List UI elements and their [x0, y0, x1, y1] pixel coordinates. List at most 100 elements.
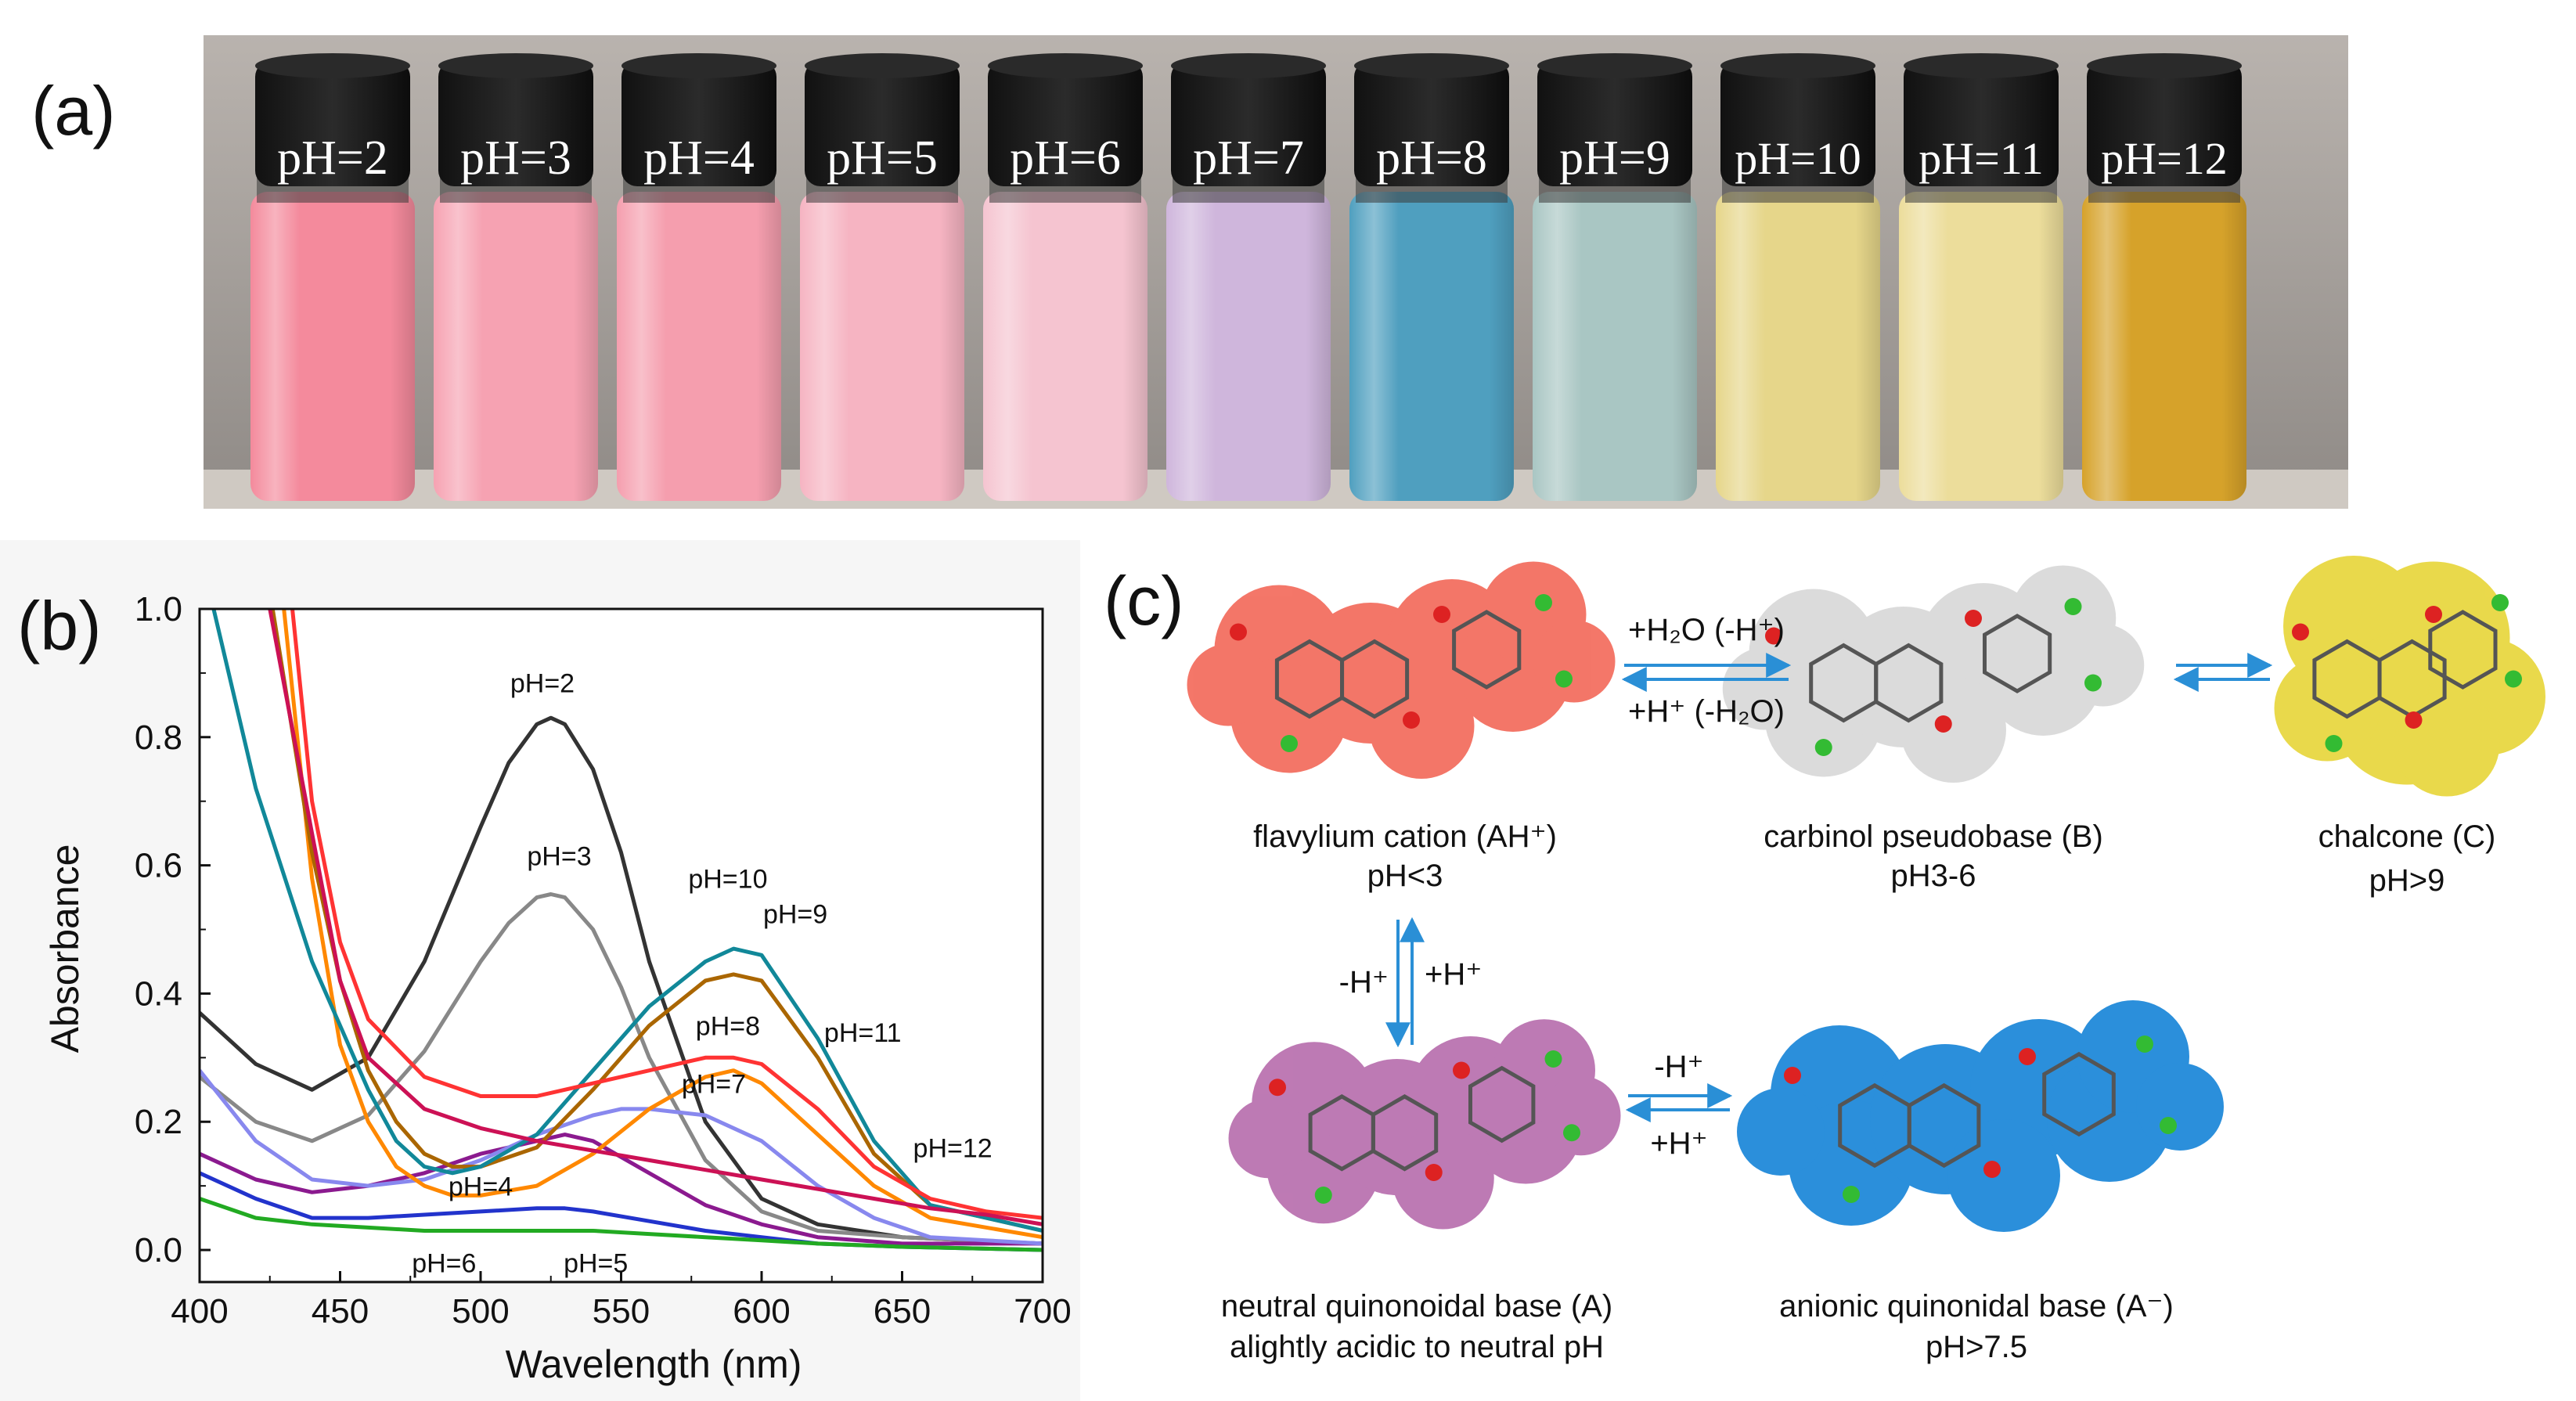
vial-cap-top	[621, 53, 776, 78]
neutral-quinonoidal-base-molecule	[1228, 1019, 1621, 1230]
arrow-label-a-aminus-forward: -H⁺	[1654, 1050, 1703, 1084]
series-annotation: pH=12	[913, 1133, 993, 1163]
surface-lobe	[2136, 1063, 2224, 1151]
y-tick-label: 0.0	[135, 1231, 182, 1270]
vial-glass-shine	[1349, 192, 1514, 501]
panel-b-absorbance-chart: (b) 400 450 500 550 600 650 700 0.0 0.2 0.4 0.6 0.8…	[0, 540, 1080, 1401]
species-name-neutral-base: neutral quinonoidal base (A)	[1221, 1289, 1612, 1324]
y-axis-label: Absorbance	[43, 845, 87, 1053]
series-line-ph-3	[200, 892, 1043, 1246]
vial-label: pH=12	[2101, 133, 2228, 184]
vial-cap	[1904, 61, 2059, 186]
equilibrium-arrow-ah-a	[1385, 917, 1425, 1048]
atom	[2084, 674, 2102, 692]
arrow-label-ah-a-down: -H⁺	[1339, 965, 1389, 999]
vial-ph-4: pH=4	[617, 53, 781, 501]
atom	[2019, 1048, 2036, 1065]
ring-bond	[1371, 1094, 1439, 1172]
vial-glass-shine	[800, 192, 964, 501]
ring-bond	[1983, 614, 2052, 693]
vial-label: pH=6	[1010, 131, 1121, 185]
arrow-label-ah-b-reverse: +H⁺ (-H₂O)	[1628, 694, 1785, 729]
atom	[1784, 1067, 1801, 1084]
vial-ph-6: pH=6	[983, 53, 1147, 501]
vial-cap	[1720, 61, 1875, 186]
series-annotation: pH=3	[527, 842, 591, 872]
equilibrium-arrow-b-c	[2173, 653, 2273, 692]
series-annotation: pH=6	[412, 1249, 476, 1279]
atom	[1965, 610, 1982, 627]
series-annotation: pH=4	[449, 1172, 513, 1201]
vial-cap	[988, 61, 1143, 186]
series-line-ph-10	[211, 609, 1043, 1233]
vial-cap	[1537, 61, 1692, 186]
ring-bond	[1874, 643, 1944, 723]
series-line-ph-2	[200, 715, 1043, 1246]
vial-cap-top	[1537, 53, 1692, 78]
ring-bond	[1452, 610, 1522, 690]
surface-lobe	[1392, 1127, 1494, 1230]
atom	[2505, 670, 2522, 688]
vial-glass-shine	[1899, 192, 2063, 501]
surface-lobe	[1368, 673, 1475, 779]
series-annotation: pH=5	[564, 1249, 628, 1279]
series-annotation: pH=9	[763, 899, 827, 929]
series-annotation: pH=11	[824, 1018, 902, 1048]
anionic-quinonoidal-base-molecule	[1737, 1000, 2224, 1232]
vial-ph-8: pH=8	[1349, 53, 1514, 501]
atom	[2160, 1117, 2177, 1134]
y-tick-label: 0.8	[135, 719, 182, 757]
surface-lobe	[1541, 1075, 1621, 1156]
vial-cap	[805, 61, 960, 186]
atom	[1983, 1161, 2001, 1178]
atom	[2064, 598, 2082, 615]
vial-label: pH=4	[643, 131, 755, 185]
surface-lobe	[1737, 1088, 1825, 1176]
ring-bond	[1340, 639, 1410, 719]
panel-a-label: (a)	[31, 72, 116, 149]
vial-cap-top	[2087, 53, 2242, 78]
vial-glass-shine	[434, 192, 598, 501]
arrow-label-a-aminus-reverse: +H⁺	[1650, 1126, 1707, 1161]
y-tick-label: 0.2	[135, 1103, 182, 1141]
atom	[2292, 623, 2309, 641]
atom	[1433, 606, 1450, 623]
atom	[1314, 1187, 1332, 1204]
carbinol-pseudobase-molecule	[1722, 565, 2145, 783]
ring-bond	[2042, 1051, 2116, 1137]
vial-ph-7: pH=7	[1166, 53, 1331, 501]
vial-glass-shine	[1716, 192, 1880, 501]
ring-bond	[1907, 1082, 1981, 1169]
atom	[2325, 735, 2343, 752]
series-annotation: pH=7	[682, 1069, 746, 1099]
ring-bond	[2428, 610, 2498, 690]
x-tick-label: 450	[312, 1292, 369, 1331]
vial-cap-top	[988, 53, 1143, 78]
species-name-chalcone: chalcone (C)	[2318, 819, 2496, 854]
vial-cap	[621, 61, 776, 186]
atom	[2136, 1035, 2153, 1053]
vial-cap	[2087, 61, 2242, 186]
atom	[1230, 623, 1247, 641]
vial-ph-5: pH=5	[800, 53, 964, 501]
vial-label: pH=10	[1735, 133, 1861, 184]
series-line-ph-8	[282, 609, 1043, 1240]
atom	[2425, 606, 2442, 623]
series-line-ph-9	[270, 609, 1043, 1233]
vial-ph-2: pH=2	[250, 53, 415, 501]
vial-ph-9: pH=9	[1533, 53, 1697, 501]
arrow-label-ah-b-forward: +H₂O (-H⁺)	[1628, 613, 1785, 647]
surface-lobe	[1228, 1098, 1308, 1179]
vial-cap-top	[438, 53, 593, 78]
ring-bond	[1468, 1065, 1536, 1143]
vial-cap	[438, 61, 593, 186]
atom	[1563, 1124, 1580, 1142]
x-tick-label: 500	[452, 1292, 509, 1331]
series-annotation: pH=2	[510, 668, 575, 698]
species-name-carbinol: carbinol pseudobase (B)	[1764, 819, 2103, 854]
surface-lobe	[1947, 1119, 2060, 1232]
series-group	[200, 609, 1043, 1252]
panel-c-equilibrium-diagram: (c) +H₂O (-H⁺) +H⁺ (-H₂O) -H⁺ +H⁺ -H⁺ +H…	[1104, 556, 2545, 1364]
species-ph-anionic-base: pH>7.5	[1926, 1330, 2027, 1364]
vial-glass-shine	[1166, 192, 1331, 501]
